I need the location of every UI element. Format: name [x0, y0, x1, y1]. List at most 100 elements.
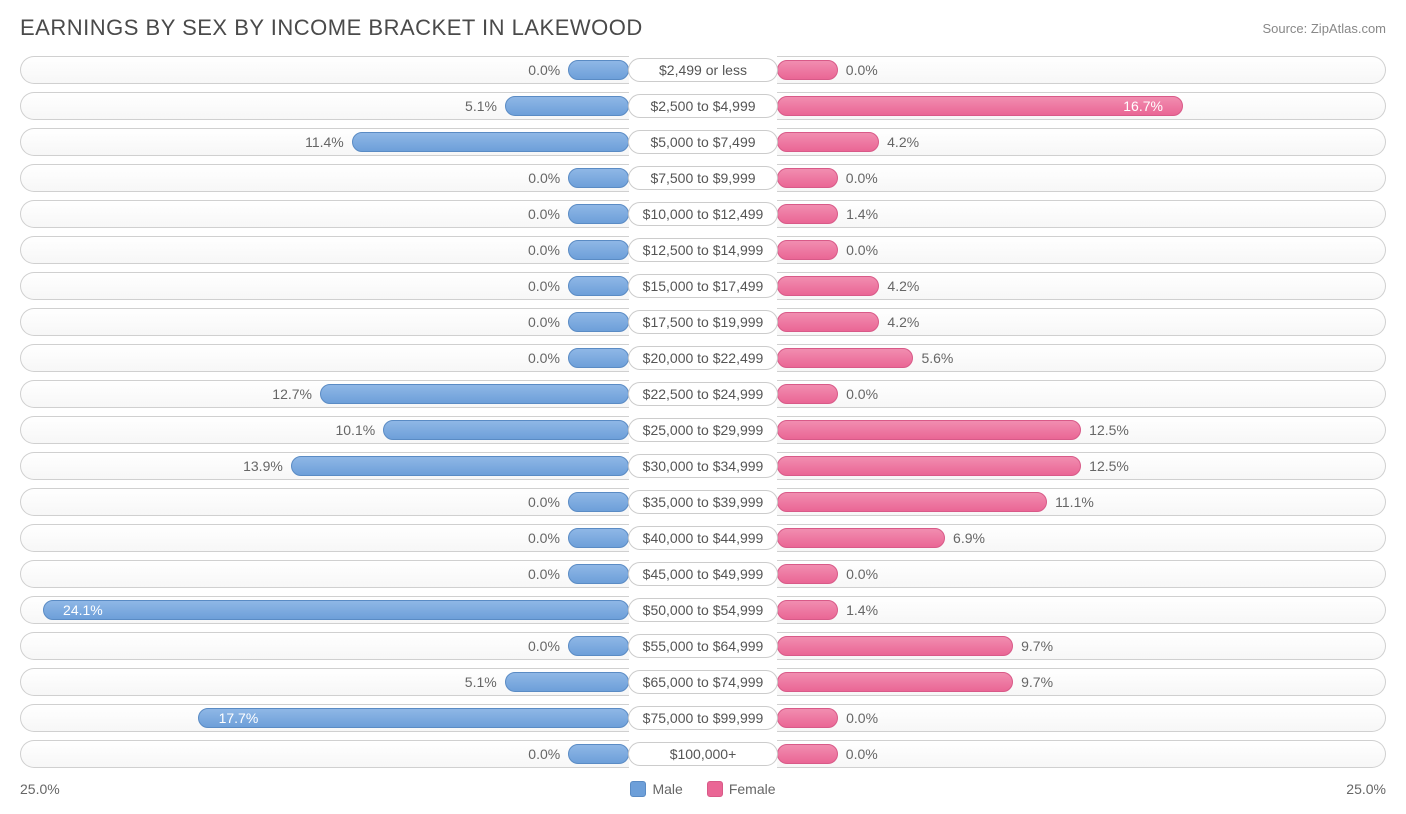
- male-track: 0.0%: [20, 308, 629, 336]
- female-track: 11.1%: [777, 488, 1386, 516]
- male-track: 24.1%: [20, 596, 629, 624]
- chart-row: 0.0%$10,000 to $12,4991.4%: [20, 197, 1386, 231]
- legend-male: Male: [630, 781, 682, 797]
- male-pct-label: 24.1%: [55, 602, 103, 618]
- female-pct-label: 0.0%: [838, 710, 878, 726]
- chart-row: 17.7%$75,000 to $99,999 0.0%: [20, 701, 1386, 735]
- female-track: 12.5%: [777, 416, 1386, 444]
- female-pct-label: 5.6%: [913, 350, 953, 366]
- chart-row: 0.0%$35,000 to $39,99911.1%: [20, 485, 1386, 519]
- legend-male-swatch: [630, 781, 646, 797]
- chart-header: EARNINGS BY SEX BY INCOME BRACKET IN LAK…: [20, 15, 1386, 41]
- chart-title: EARNINGS BY SEX BY INCOME BRACKET IN LAK…: [20, 15, 643, 41]
- chart-row: 0.0%$12,500 to $14,9990.0%: [20, 233, 1386, 267]
- male-pct-label: 0.0%: [528, 170, 568, 186]
- category-label: $12,500 to $14,999: [628, 238, 779, 262]
- female-pct-label: 0.0%: [838, 386, 878, 402]
- category-label: $22,500 to $24,999: [628, 382, 779, 406]
- male-bar: [291, 456, 629, 476]
- male-bar: [43, 600, 629, 620]
- male-track: 0.0%: [20, 272, 629, 300]
- male-track: 17.7%: [20, 704, 629, 732]
- legend-male-label: Male: [652, 781, 682, 797]
- category-label: $20,000 to $22,499: [628, 346, 779, 370]
- male-bar: [568, 492, 629, 512]
- female-track: 0.0%: [777, 56, 1386, 84]
- male-bar: [320, 384, 629, 404]
- category-label: $2,500 to $4,999: [628, 94, 778, 118]
- male-track: 0.0%: [20, 344, 629, 372]
- male-pct-label: 0.0%: [528, 242, 568, 258]
- category-label: $25,000 to $29,999: [628, 418, 779, 442]
- female-pct-label: 0.0%: [838, 170, 878, 186]
- category-label: $15,000 to $17,499: [628, 274, 779, 298]
- female-bar: [777, 60, 838, 80]
- male-bar: [568, 564, 629, 584]
- male-bar: [568, 240, 629, 260]
- female-bar: [777, 240, 838, 260]
- female-pct-label: 9.7%: [1013, 674, 1053, 690]
- category-label: $30,000 to $34,999: [628, 454, 779, 478]
- category-label: $75,000 to $99,999: [628, 706, 779, 730]
- chart-row: 5.1%$65,000 to $74,9999.7%: [20, 665, 1386, 699]
- female-bar: [777, 744, 838, 764]
- female-track: 5.6%: [777, 344, 1386, 372]
- chart-row: 13.9%$30,000 to $34,999 12.5%: [20, 449, 1386, 483]
- female-track: 4.2%: [777, 128, 1386, 156]
- female-pct-label: 1.4%: [838, 206, 878, 222]
- category-label: $17,500 to $19,999: [628, 310, 779, 334]
- male-track: 10.1%: [20, 416, 629, 444]
- male-track: 0.0%: [20, 524, 629, 552]
- female-bar: [777, 492, 1047, 512]
- legend-female-swatch: [707, 781, 723, 797]
- female-track: 0.0%: [777, 560, 1386, 588]
- female-bar: [777, 528, 945, 548]
- female-track: 6.9%: [777, 524, 1386, 552]
- female-bar: [777, 456, 1081, 476]
- female-pct-label: 0.0%: [838, 566, 878, 582]
- female-bar: [777, 672, 1013, 692]
- male-track: 0.0%: [20, 632, 629, 660]
- female-bar: [777, 132, 879, 152]
- male-pct-label: 10.1%: [335, 422, 383, 438]
- male-bar: [568, 60, 629, 80]
- female-bar: [777, 708, 838, 728]
- category-label: $2,499 or less: [628, 58, 778, 82]
- male-bar: [568, 744, 629, 764]
- female-track: 0.0%: [777, 704, 1386, 732]
- chart-row: 0.0%$17,500 to $19,9994.2%: [20, 305, 1386, 339]
- chart-row: 5.1%$2,500 to $4,99916.7%: [20, 89, 1386, 123]
- chart-row: 0.0%$100,000+0.0%: [20, 737, 1386, 771]
- male-track: 13.9%: [20, 452, 629, 480]
- chart-footer: 25.0% Male Female 25.0%: [20, 781, 1386, 797]
- male-bar: [352, 132, 629, 152]
- female-bar: [777, 420, 1081, 440]
- male-pct-label: 0.0%: [528, 350, 568, 366]
- legend-female: Female: [707, 781, 776, 797]
- male-track: 12.7%: [20, 380, 629, 408]
- chart-source: Source: ZipAtlas.com: [1262, 21, 1386, 36]
- male-bar: [568, 204, 629, 224]
- male-pct-label: 5.1%: [465, 674, 505, 690]
- category-label: $40,000 to $44,999: [628, 526, 779, 550]
- male-pct-label: 0.0%: [528, 746, 568, 762]
- male-pct-label: 11.4%: [305, 134, 352, 150]
- female-track: 0.0%: [777, 164, 1386, 192]
- male-track: 0.0%: [20, 488, 629, 516]
- male-track: 0.0%: [20, 200, 629, 228]
- chart-row: 0.0%$15,000 to $17,499 4.2%: [20, 269, 1386, 303]
- female-bar: [777, 276, 879, 296]
- category-label: $35,000 to $39,999: [628, 490, 779, 514]
- female-bar: [777, 600, 838, 620]
- female-bar: [777, 96, 1183, 116]
- chart-row: 0.0%$2,499 or less0.0%: [20, 53, 1386, 87]
- chart-body: 0.0%$2,499 or less0.0%5.1%$2,500 to $4,9…: [20, 53, 1386, 771]
- male-track: 0.0%: [20, 56, 629, 84]
- female-track: 9.7%: [777, 632, 1386, 660]
- male-track: 0.0%: [20, 236, 629, 264]
- category-label: $5,000 to $7,499: [628, 130, 778, 154]
- female-pct-label: 4.2%: [879, 278, 919, 294]
- male-pct-label: 0.0%: [528, 206, 568, 222]
- legend-female-label: Female: [729, 781, 776, 797]
- female-pct-label: 12.5%: [1081, 458, 1129, 474]
